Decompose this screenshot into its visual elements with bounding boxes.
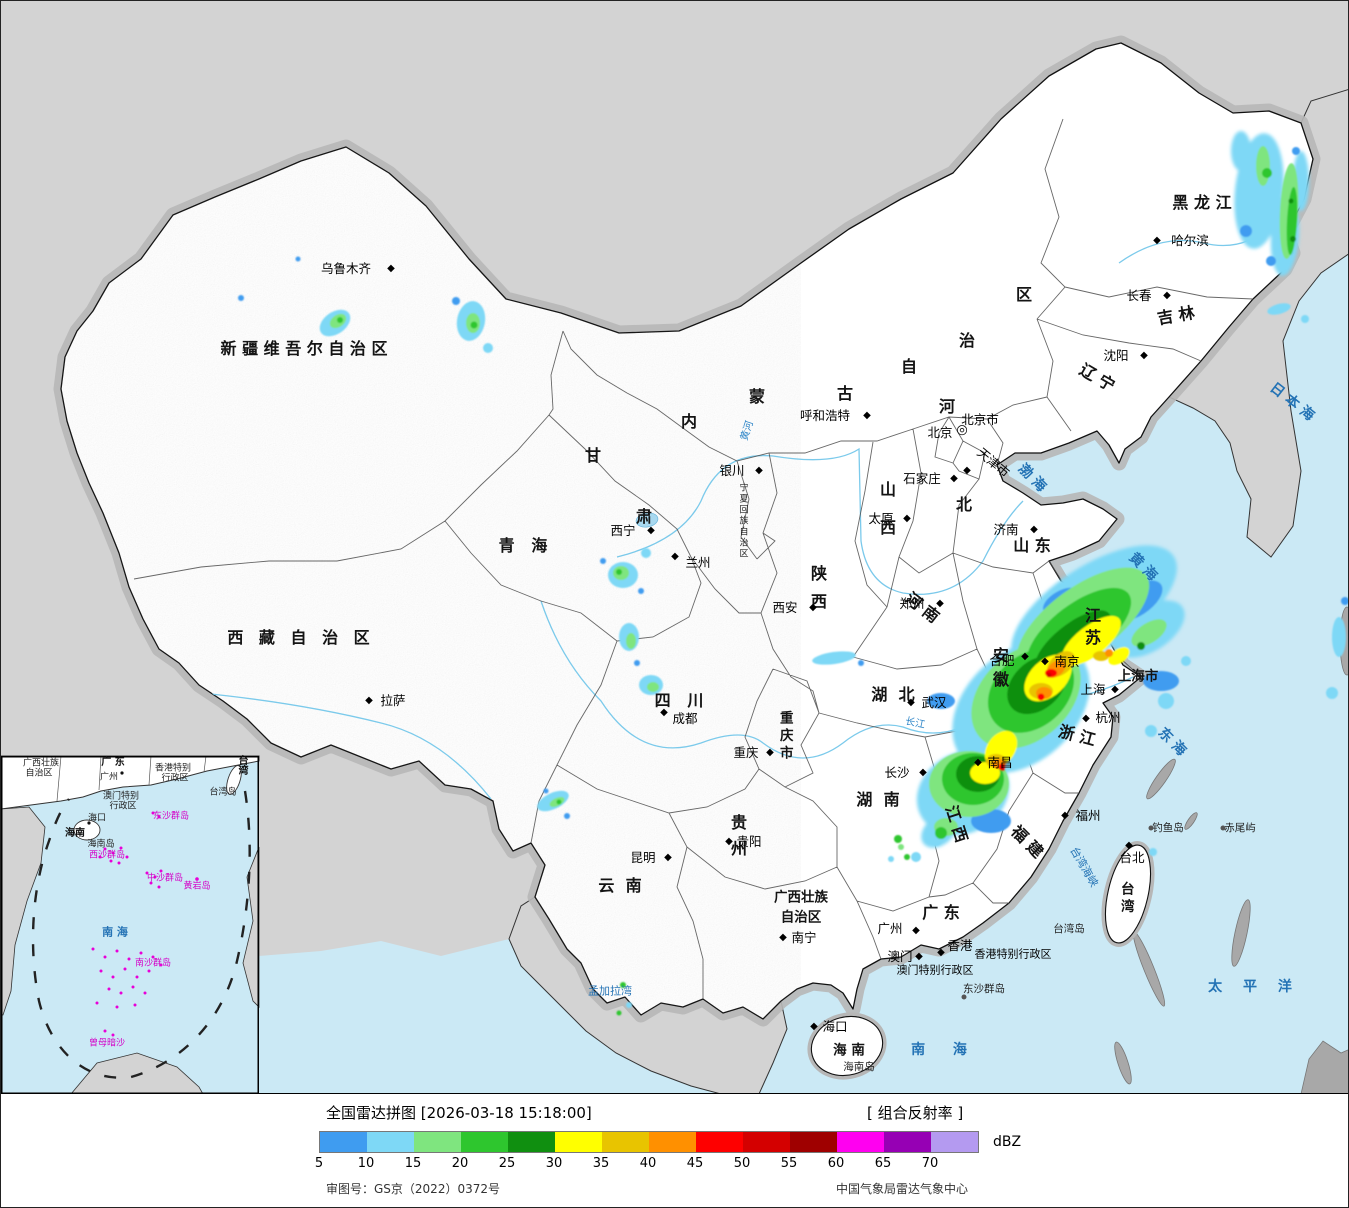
legend-color-cell [320,1132,367,1152]
inset-map [1,755,260,1093]
approval-number: 审图号：GS京（2022）0372号 [326,1182,500,1196]
legend-tick: 55 [780,1156,798,1171]
small-island-dots [961,825,1226,1000]
legend-color-cell [837,1132,884,1152]
legend-color-cell [743,1132,790,1152]
legend-tick: 45 [686,1156,704,1171]
legend-tick: 50 [733,1156,751,1171]
legend-colorbar [319,1131,979,1153]
legend-color-cell [461,1132,508,1152]
legend-color-cell [414,1132,461,1152]
qinghai-lake [635,512,659,528]
hainan-taiwan [807,841,1155,1080]
legend-tick: 10 [357,1156,375,1171]
legend-tick: 15 [404,1156,422,1171]
legend-color-cell [931,1132,978,1152]
legend-tick: 65 [874,1156,892,1171]
legend-tick: 70 [921,1156,939,1171]
legend-color-cell [696,1132,743,1152]
product-label: [ 组合反射率 ] [867,1104,964,1122]
legend-tick: 25 [498,1156,516,1171]
legend-color-cell [649,1132,696,1152]
legend-panel: 全国雷达拼图 [2026-03-18 15:18:00] [ 组合反射率 ] d… [1,1094,1348,1207]
offshore-islands [1114,606,1348,1093]
sea-south [259,939,718,1093]
legend-color-cell [884,1132,931,1152]
legend-tick: 60 [827,1156,845,1171]
legend-tick: 30 [545,1156,563,1171]
map-canvas [1,1,1348,1093]
map-area: 新 疆 维 吾 尔 自 治 区西 藏 自 治 区青 海甘肃四 川云 南贵州 重庆市… [1,1,1348,1094]
legend-color-cell [367,1132,414,1152]
legend-tick: 20 [451,1156,469,1171]
legend-unit-label: dBZ [993,1134,1022,1150]
inset-island-marks [91,811,199,1037]
legend-color-cell [602,1132,649,1152]
credit-label: 中国气象局雷达气象中心 [836,1182,969,1196]
legend-tick: 5 [314,1156,324,1171]
legend-ticks: 5 10 15 20 25 30 35 40 45 50 55 60 65 70 [315,1156,1019,1172]
sea-east [759,241,1348,1093]
legend-tick: 40 [639,1156,657,1171]
radar-echo-layer [238,131,1348,1016]
legend-color-cell [555,1132,602,1152]
rivers [200,222,1274,800]
legend-tick: 35 [592,1156,610,1171]
legend-color-cell [508,1132,555,1152]
legend-color-cell [790,1132,837,1152]
map-title: 全国雷达拼图 [2026-03-18 15:18:00] [326,1104,592,1122]
